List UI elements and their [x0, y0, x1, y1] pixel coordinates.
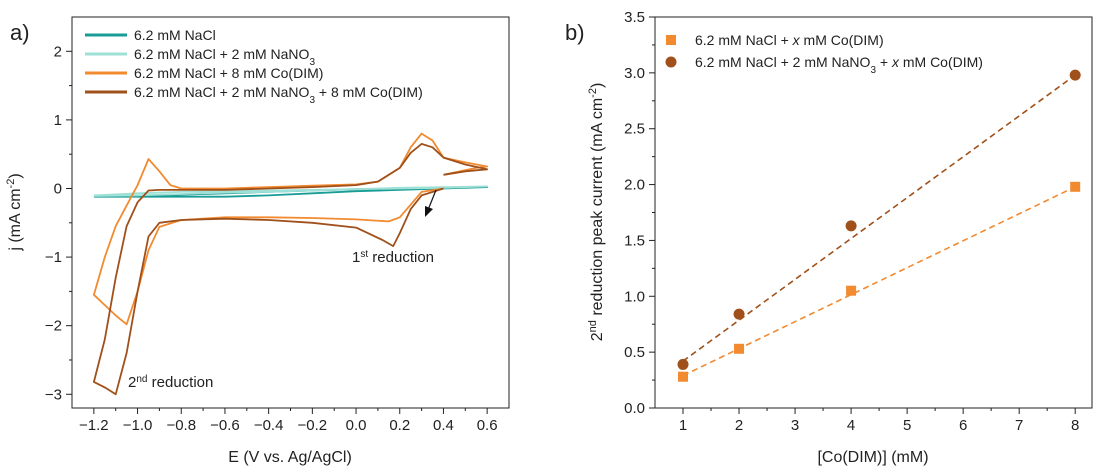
b-xtick-label: 1	[679, 417, 687, 434]
panel-b-xlabel: [Co(DIM)] (mM)	[817, 449, 928, 466]
annotation-second-reduction: 2nd reduction	[128, 374, 213, 392]
a-ytick-label: −3	[45, 386, 62, 403]
b-xtick-label: 8	[1071, 417, 1079, 434]
a-series-line-4	[93, 143, 488, 396]
a-xtick-label: −0.2	[298, 417, 328, 434]
b-xtick-label: 2	[735, 417, 743, 434]
a-xtick-label: −1.0	[123, 417, 153, 434]
b-legend-marker-2	[665, 56, 677, 68]
b-xtick-label: 3	[791, 417, 799, 434]
panel-a: a) −1.2 −1.0 −0.8 −0.6 −0.4 −0.2 0.0 0.2 0.4 0.6−…	[5, 16, 510, 466]
panel-a-ylabel: j (mA cm-2)	[5, 173, 24, 251]
b-xtick-label: 5	[903, 417, 911, 434]
panel-b-series	[677, 69, 1081, 382]
panel-b-legend: 6.2 mM NaCl + x mM Co(DIM) 6.2 mM NaCl + …	[665, 32, 983, 76]
a-xtick-label: 0.2	[389, 417, 410, 434]
a-series-line-3	[93, 132, 488, 326]
a-ytick-label: −2	[45, 318, 62, 335]
a-xtick-label: −0.6	[210, 417, 240, 434]
panel-b-ticks: 1 2 3 4 5 6 7 8 0.0 0.5 1.0 1.5 2.0 2.5 3.0 3.5	[624, 9, 1079, 434]
first-reduction-arrow	[425, 189, 437, 217]
b-point-1	[734, 343, 745, 354]
b-xtick-label: 7	[1015, 417, 1023, 434]
b-legend-label-2: 6.2 mM NaCl + 2 mM NaNO3 + x mM Co(DIM)	[695, 54, 983, 76]
b-point-2	[1069, 69, 1081, 81]
panel-b-ylabel: 2nd reduction peak current (mA cm-2)	[587, 83, 606, 342]
b-legend-label-1: 6.2 mM NaCl + x mM Co(DIM)	[695, 32, 884, 48]
a-legend-label-3: 6.2 mM NaCl + 8 mM Co(DIM)	[134, 65, 323, 81]
panel-b: b) 1 2 3 4 5 6 7 8 0.0 0.5 1.0 1.5 2.0 2.5 3.0 3.5 [Co(…	[565, 9, 1093, 466]
b-point-2	[733, 308, 745, 320]
panel-a-ticks: −1.2 −1.0 −0.8 −0.6 −0.4 −0.2 0.0 0.2 0.4 0.6 −3 −2…	[45, 43, 498, 434]
panel-a-label: a)	[10, 20, 30, 45]
a-ytick-label: 0	[54, 180, 62, 197]
b-ytick-label: 3.0	[624, 65, 645, 82]
b-ytick-label: 2.0	[624, 177, 645, 194]
b-legend-marker-1	[666, 35, 676, 45]
b-fit-line-2	[682, 74, 1076, 362]
a-series-line-2	[93, 185, 488, 197]
b-ytick-label: 1.0	[624, 288, 645, 305]
b-point-1	[846, 285, 857, 296]
b-ytick-label: 0.0	[624, 400, 645, 417]
panel-b-label: b)	[565, 20, 585, 45]
annotation-first-reduction: 1st reduction	[352, 249, 434, 267]
a-legend-label-4: 6.2 mM NaCl + 2 mM NaNO3 + 8 mM Co(DIM)	[134, 84, 423, 106]
a-xtick-label: −0.4	[254, 417, 284, 434]
panel-a-series	[93, 132, 488, 396]
b-point-2	[845, 220, 857, 232]
b-xtick-label: 6	[959, 417, 967, 434]
a-xtick-label: 0.0	[346, 417, 367, 434]
b-ytick-label: 2.5	[624, 121, 645, 138]
b-ytick-label: 0.5	[624, 344, 645, 361]
b-point-1	[678, 371, 689, 382]
a-ytick-label: 2	[54, 43, 62, 60]
b-fit-line-1	[682, 186, 1076, 377]
panel-a-xlabel: E (V vs. Ag/AgCl)	[228, 449, 352, 466]
b-ytick-label: 1.5	[624, 232, 645, 249]
b-point-1	[1070, 181, 1081, 192]
a-ytick-label: −1	[45, 249, 62, 266]
a-ytick-label: 1	[54, 112, 62, 129]
a-legend-label-2: 6.2 mM NaCl + 2 mM NaNO3	[134, 46, 315, 68]
b-xtick-label: 4	[847, 417, 855, 434]
b-point-2	[677, 358, 689, 370]
a-xtick-label: −1.2	[79, 417, 109, 434]
a-xtick-label: 0.4	[433, 417, 454, 434]
a-legend-label-1: 6.2 mM NaCl	[134, 27, 216, 43]
panel-b-frame	[654, 16, 1093, 409]
b-ytick-label: 3.5	[624, 9, 645, 26]
a-xtick-label: 0.6	[477, 417, 498, 434]
a-xtick-label: −0.8	[166, 417, 196, 434]
